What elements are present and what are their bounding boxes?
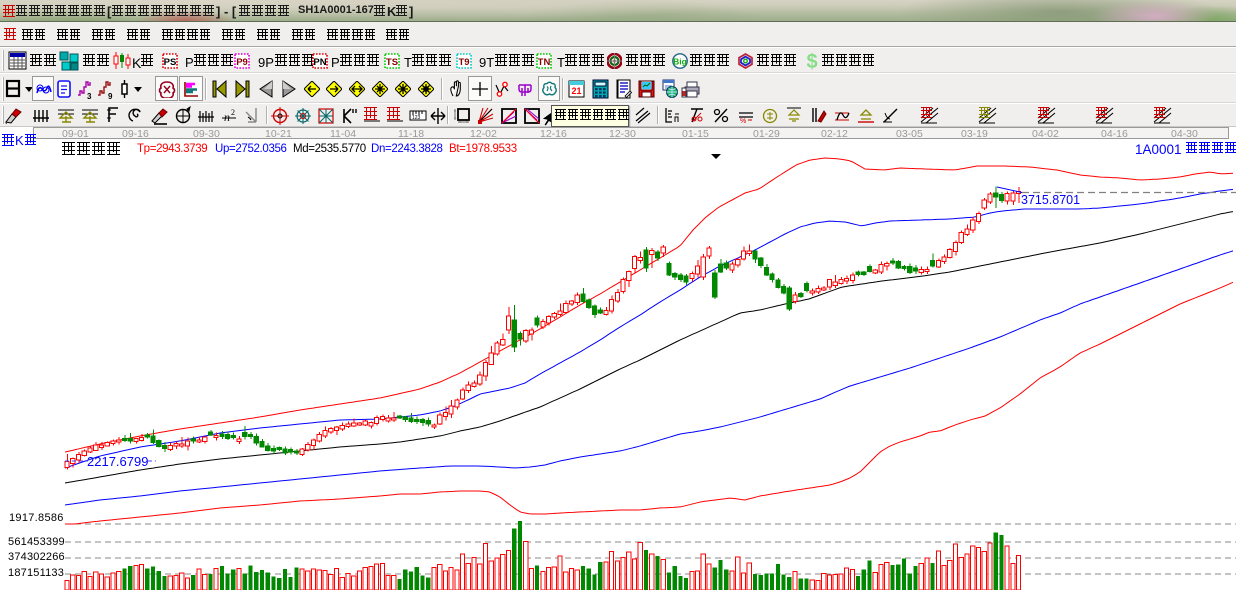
svg-text:$: $ <box>806 51 817 71</box>
svg-text:T9: T9 <box>458 57 469 68</box>
svg-text:TS: TS <box>386 57 398 68</box>
svg-text:21: 21 <box>571 86 581 96</box>
svg-text:PS: PS <box>164 57 177 68</box>
svg-text:2: 2 <box>231 108 235 117</box>
svg-text:TN: TN <box>538 57 551 68</box>
svg-text:3: 3 <box>87 92 92 100</box>
svg-text:123: 123 <box>412 115 421 121</box>
svg-text:9: 9 <box>108 92 113 100</box>
svg-text:Big: Big <box>673 57 687 67</box>
svg-text:P9: P9 <box>236 57 248 68</box>
svg-text:PN: PN <box>313 57 326 68</box>
svg-text:n: n <box>224 110 230 124</box>
svg-text:%: % <box>740 118 746 125</box>
